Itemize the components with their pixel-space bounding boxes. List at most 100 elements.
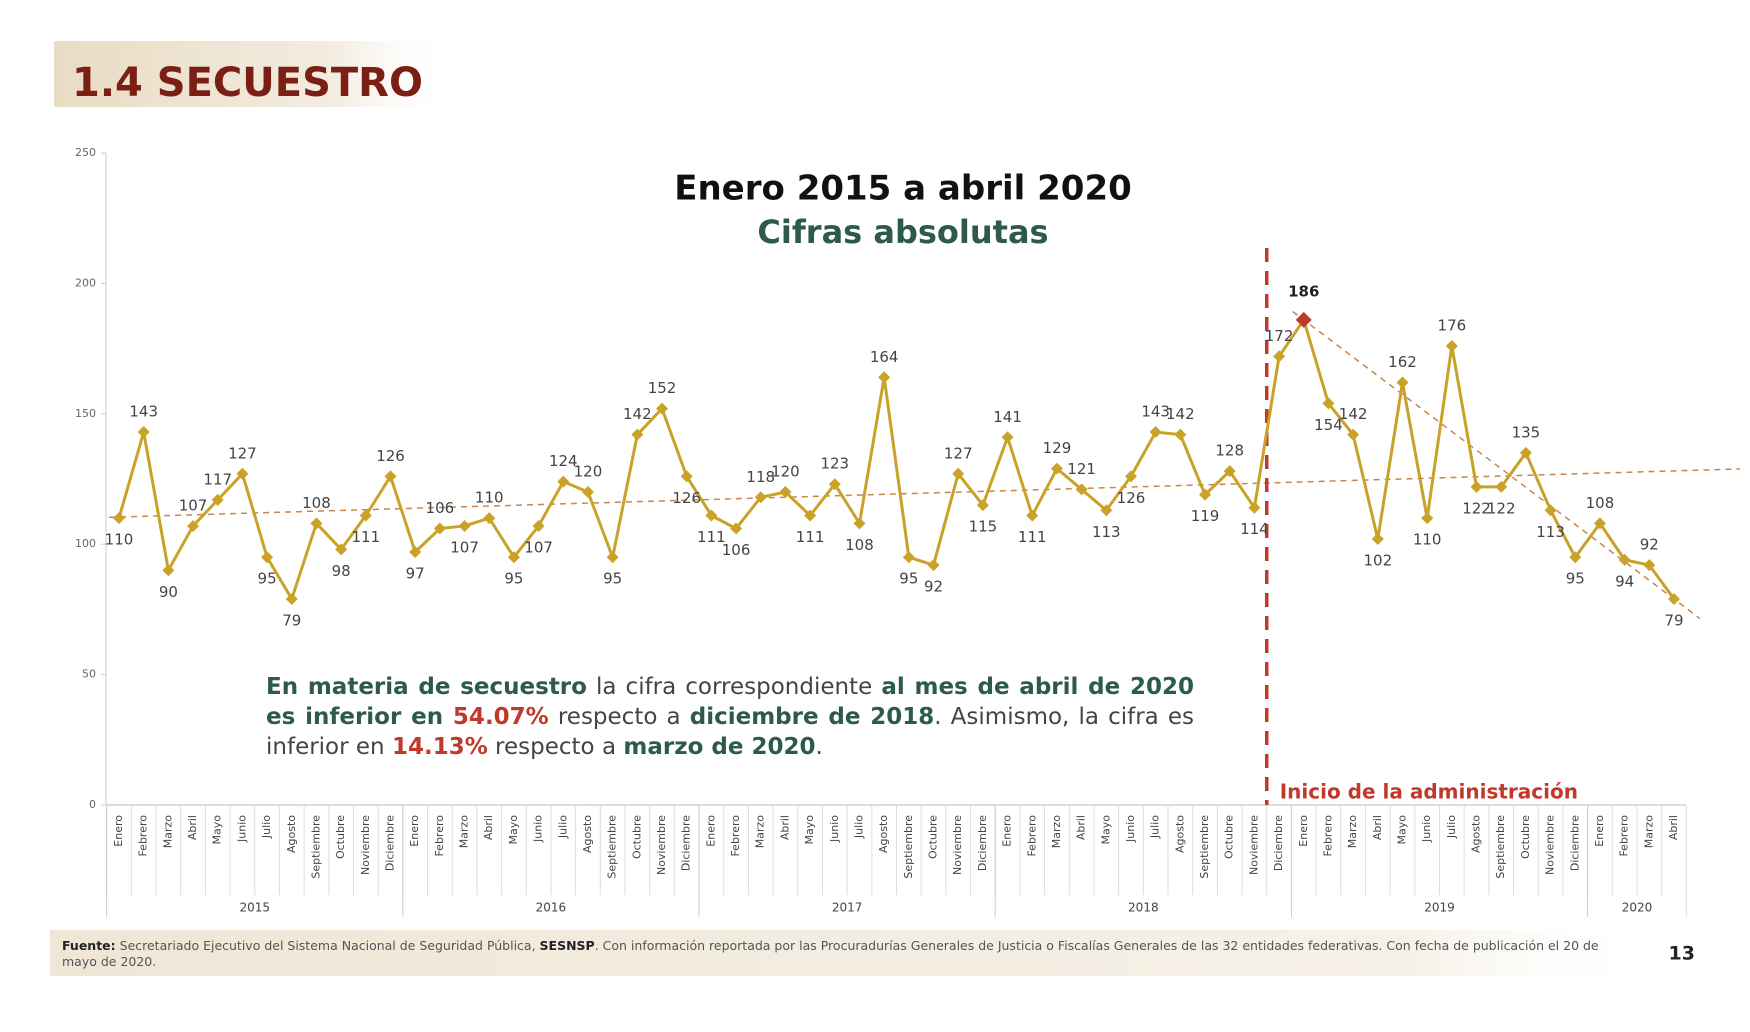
data-label: 186 xyxy=(1288,282,1319,300)
data-point xyxy=(483,512,496,525)
data-point xyxy=(581,486,594,499)
data-label: 92 xyxy=(1640,536,1659,554)
data-point xyxy=(1618,553,1631,566)
data-point xyxy=(285,592,298,605)
data-label: 95 xyxy=(899,570,918,588)
text-run: respecto a xyxy=(548,704,690,730)
x-tick-label: Agosto xyxy=(1470,815,1483,853)
x-tick-label: Abril xyxy=(1667,815,1680,840)
chart-subtitle: Cifras absolutas xyxy=(757,213,1048,251)
year-label: 2015 xyxy=(239,901,270,915)
data-label: 108 xyxy=(302,494,331,512)
data-point xyxy=(779,486,792,499)
data-point xyxy=(1569,551,1582,564)
data-label: 143 xyxy=(129,403,158,421)
data-label: 95 xyxy=(603,570,622,588)
data-label: 142 xyxy=(1166,405,1195,423)
page-number: 13 xyxy=(1669,943,1695,965)
data-point xyxy=(187,519,200,532)
x-tick-label: Mayo xyxy=(211,815,224,845)
text-run: . Con información reportada por las Proc… xyxy=(62,938,1599,969)
decline-trend-line xyxy=(1292,310,1701,620)
data-point xyxy=(1050,462,1063,475)
data-point xyxy=(952,467,965,480)
x-tick-label: Enero xyxy=(1297,815,1310,847)
text-run: Secretariado Ejecutivo del Sistema Nacio… xyxy=(115,938,540,953)
x-tick-label: Mayo xyxy=(1099,815,1112,845)
x-tick-label: Febrero xyxy=(1618,815,1631,857)
data-label: 176 xyxy=(1438,316,1467,334)
data-point xyxy=(1149,426,1162,439)
data-point xyxy=(680,470,693,483)
y-tick-label: 150 xyxy=(75,407,96,420)
x-tick-label: Octubre xyxy=(1519,815,1532,859)
data-point xyxy=(927,559,940,572)
data-point xyxy=(1322,397,1335,410)
data-point xyxy=(1295,311,1312,328)
x-tick-label: Diciembre xyxy=(976,815,989,871)
data-label: 107 xyxy=(524,538,553,556)
data-label: 120 xyxy=(574,463,603,481)
x-tick-label: Diciembre xyxy=(1568,815,1581,871)
x-tick-label: Septiembre xyxy=(902,815,915,879)
chart-title: Enero 2015 a abril 2020 xyxy=(674,169,1132,209)
data-point xyxy=(1593,517,1606,530)
data-point xyxy=(730,522,743,535)
text-run: la cifra correspondiente xyxy=(586,674,882,700)
x-tick-label: Diciembre xyxy=(384,815,397,871)
data-point xyxy=(359,509,372,522)
data-label: 107 xyxy=(450,538,479,556)
x-tick-label: Junio xyxy=(1420,815,1433,843)
data-label: 94 xyxy=(1615,572,1634,590)
data-label: 113 xyxy=(1092,523,1121,541)
data-label: 120 xyxy=(771,463,800,481)
data-point xyxy=(557,475,570,488)
x-tick-label: Julio xyxy=(852,815,865,839)
data-point xyxy=(1001,431,1014,444)
x-tick-label: Noviembre xyxy=(359,815,372,875)
x-tick-label: Enero xyxy=(1593,815,1606,847)
data-label: 164 xyxy=(870,348,899,366)
data-label: 114 xyxy=(1240,520,1269,538)
data-point xyxy=(1026,509,1039,522)
text-run: al mes de abril de 2020 es inferior en xyxy=(266,674,1194,730)
year-label: 2017 xyxy=(832,901,863,915)
text-run: . xyxy=(815,734,823,760)
x-tick-label: Junio xyxy=(235,815,248,843)
x-tick-label: Agosto xyxy=(877,815,890,853)
source-note: Fuente: Secretariado Ejecutivo del Siste… xyxy=(62,938,1622,970)
year-label: 2020 xyxy=(1622,901,1653,915)
data-label: 106 xyxy=(426,499,455,517)
data-label: 107 xyxy=(179,496,208,514)
data-point xyxy=(1495,480,1508,493)
x-tick-label: Septiembre xyxy=(606,815,619,879)
data-point xyxy=(211,493,224,506)
x-tick-label: Noviembre xyxy=(1247,815,1260,875)
data-label: 127 xyxy=(228,444,257,462)
data-label: 162 xyxy=(1388,353,1417,371)
x-tick-label: Diciembre xyxy=(680,815,693,871)
text-run: SESNSP xyxy=(539,938,595,953)
data-label: 142 xyxy=(623,405,652,423)
data-point xyxy=(458,519,471,532)
data-label: 110 xyxy=(1413,531,1442,549)
data-point xyxy=(1544,504,1557,517)
data-point xyxy=(804,509,817,522)
data-label: 141 xyxy=(993,408,1022,426)
data-label: 128 xyxy=(1215,442,1244,460)
x-tick-label: Diciembre xyxy=(1272,815,1285,871)
x-tick-label: Abril xyxy=(482,815,495,840)
x-tick-label: Septiembre xyxy=(1494,815,1507,879)
data-point xyxy=(310,517,323,530)
x-tick-label: Agosto xyxy=(1173,815,1186,853)
x-tick-label: Marzo xyxy=(458,815,471,849)
data-label: 79 xyxy=(1664,611,1683,629)
data-label: 111 xyxy=(796,528,825,546)
data-point xyxy=(1124,470,1137,483)
data-label: 152 xyxy=(648,379,677,397)
data-point xyxy=(902,551,915,564)
data-point xyxy=(754,491,767,504)
data-point xyxy=(335,543,348,556)
